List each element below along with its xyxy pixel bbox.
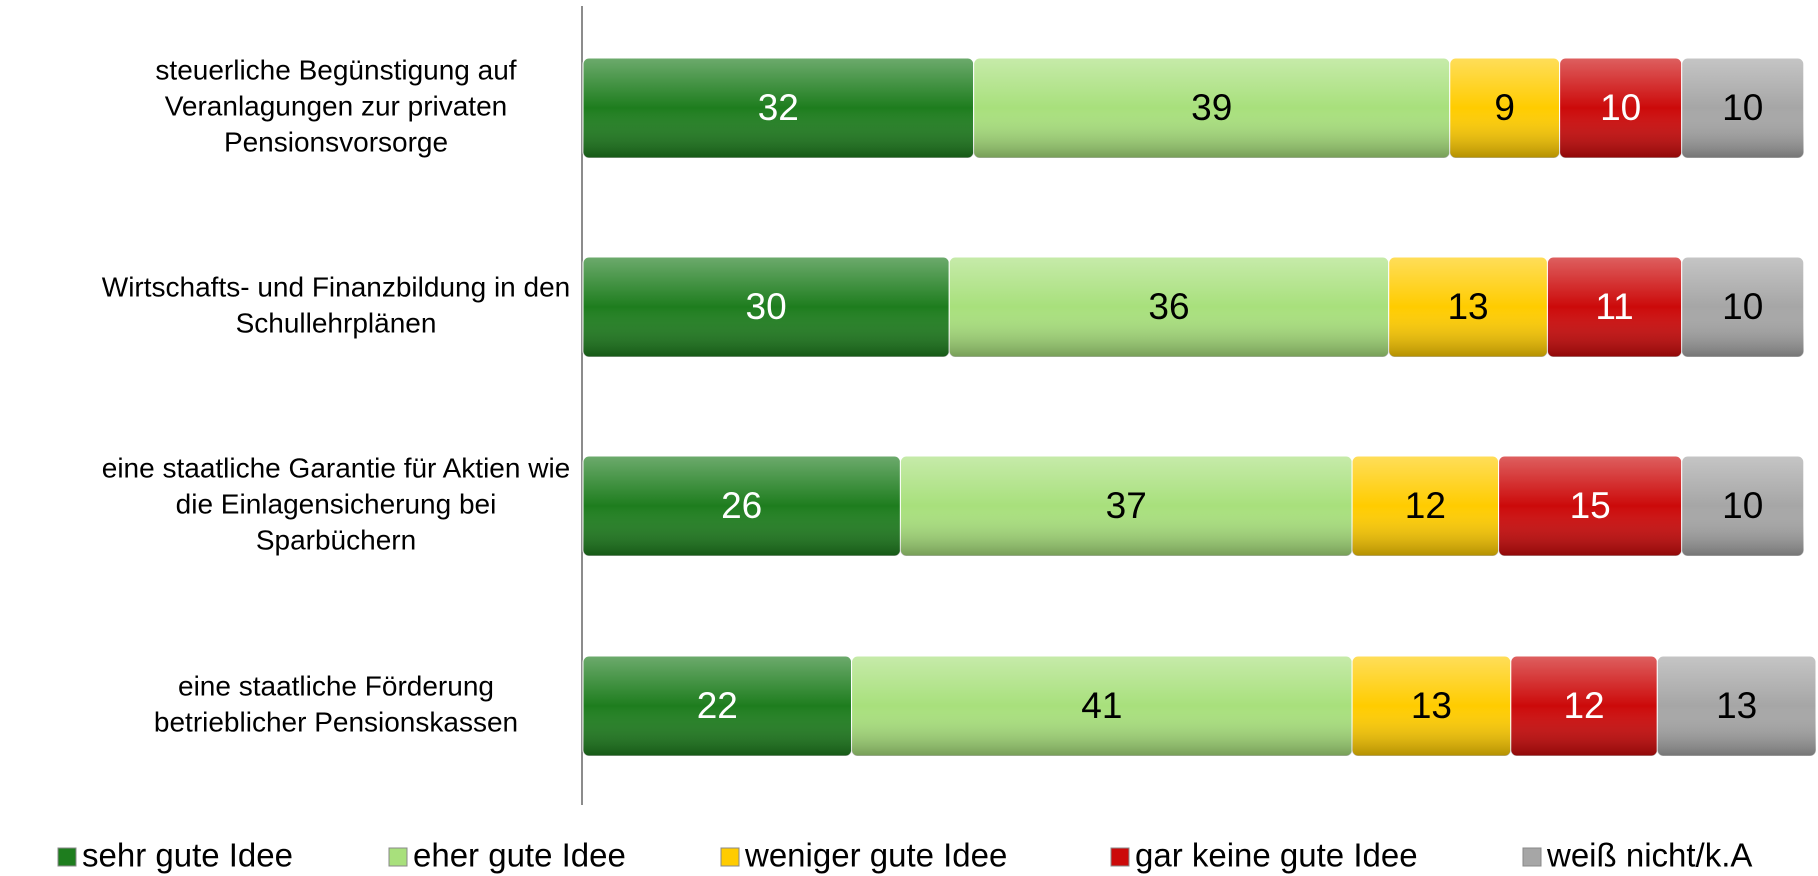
value-label: 12 xyxy=(1405,485,1446,526)
value-label: 13 xyxy=(1716,685,1757,726)
legend-label: eher gute Idee xyxy=(413,837,626,874)
category-label: Sparbüchern xyxy=(256,524,416,555)
value-label: 11 xyxy=(1595,286,1633,327)
value-label: 13 xyxy=(1411,685,1452,726)
legend-swatch xyxy=(720,847,740,867)
value-label: 10 xyxy=(1722,286,1763,327)
value-label: 36 xyxy=(1148,286,1189,327)
legend-label: weniger gute Idee xyxy=(744,837,1007,874)
value-label: 15 xyxy=(1570,485,1611,526)
legend-swatch xyxy=(1110,847,1130,867)
value-label: 30 xyxy=(746,286,787,327)
category-label: eine staatliche Garantie für Aktien wie xyxy=(102,452,570,483)
value-label: 39 xyxy=(1191,87,1232,128)
value-label: 26 xyxy=(721,485,762,526)
category-label: Pensionsvorsorge xyxy=(224,126,448,157)
value-label: 32 xyxy=(758,87,799,128)
category-label: Veranlagungen zur privaten xyxy=(165,90,507,121)
category-label: Wirtschafts- und Finanzbildung in den xyxy=(102,271,570,302)
legend-swatch xyxy=(57,847,77,867)
value-label: 12 xyxy=(1563,685,1604,726)
value-label: 10 xyxy=(1722,485,1763,526)
value-label: 41 xyxy=(1081,685,1122,726)
legend-label: gar keine gute Idee xyxy=(1135,837,1418,874)
value-label: 13 xyxy=(1447,286,1488,327)
legend-swatch xyxy=(388,847,408,867)
legend-label: weiß nicht/k.A xyxy=(1546,837,1752,874)
value-label: 10 xyxy=(1600,87,1641,128)
value-label: 37 xyxy=(1106,485,1147,526)
category-label: eine staatliche Förderung xyxy=(178,670,494,701)
category-label: die Einlagensicherung bei xyxy=(176,488,497,519)
legend-label: sehr gute Idee xyxy=(82,837,293,874)
category-label: betrieblicher Pensionskassen xyxy=(154,706,518,737)
value-label: 9 xyxy=(1494,87,1515,128)
legend-swatch xyxy=(1522,847,1542,867)
value-label: 10 xyxy=(1722,87,1763,128)
value-label: 22 xyxy=(697,685,738,726)
category-label: Schullehrplänen xyxy=(236,307,437,338)
category-label: steuerliche Begünstigung auf xyxy=(155,54,516,85)
